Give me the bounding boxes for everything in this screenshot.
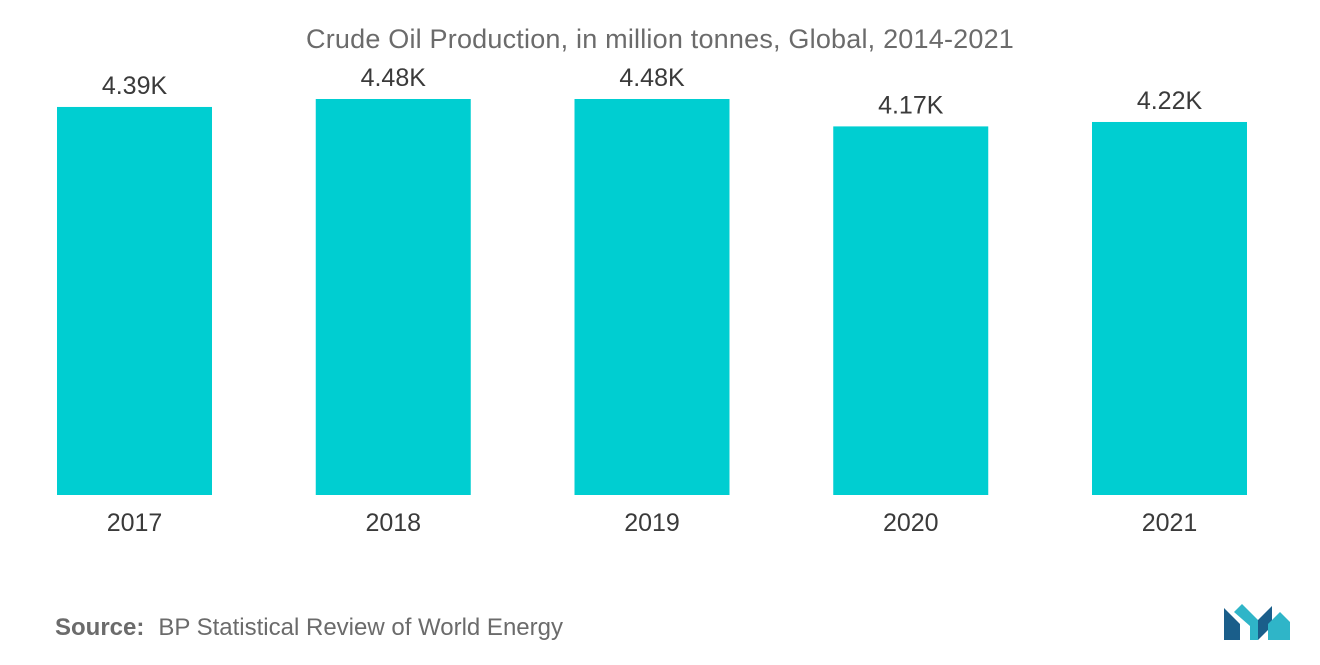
bar-2018 [315, 99, 471, 495]
bar-chart: 4.39K 2017 4.48K 2018 4.48K 2019 4.17K 2020 4.22… [57, 64, 1247, 537]
data-label-2021: 4.22K [1137, 87, 1203, 115]
bar-2021 [1092, 121, 1247, 495]
x-tick-label-2017: 2017 [107, 509, 163, 537]
mordor-intelligence-logo-icon [1224, 604, 1290, 640]
data-label-2017: 4.39K [102, 72, 168, 100]
chart-title: Crude Oil Production, in million tonnes,… [306, 24, 1014, 54]
data-label-2020: 4.17K [878, 91, 944, 119]
source-note: Source: BP Statistical Review of World En… [55, 614, 563, 642]
x-tick-label-2019: 2019 [624, 509, 680, 537]
x-tick-label-2018: 2018 [365, 509, 421, 537]
bar-2019 [574, 99, 730, 495]
x-tick-label-2020: 2020 [883, 509, 939, 537]
source-label: Source: [55, 614, 145, 641]
bar-2017 [57, 106, 212, 496]
data-label-2018: 4.48K [361, 64, 427, 92]
x-tick-label-2021: 2021 [1142, 509, 1198, 537]
bar-2020 [833, 126, 989, 495]
data-label-2019: 4.48K [619, 64, 685, 92]
source-text: BP Statistical Review of World Energy [158, 614, 563, 641]
